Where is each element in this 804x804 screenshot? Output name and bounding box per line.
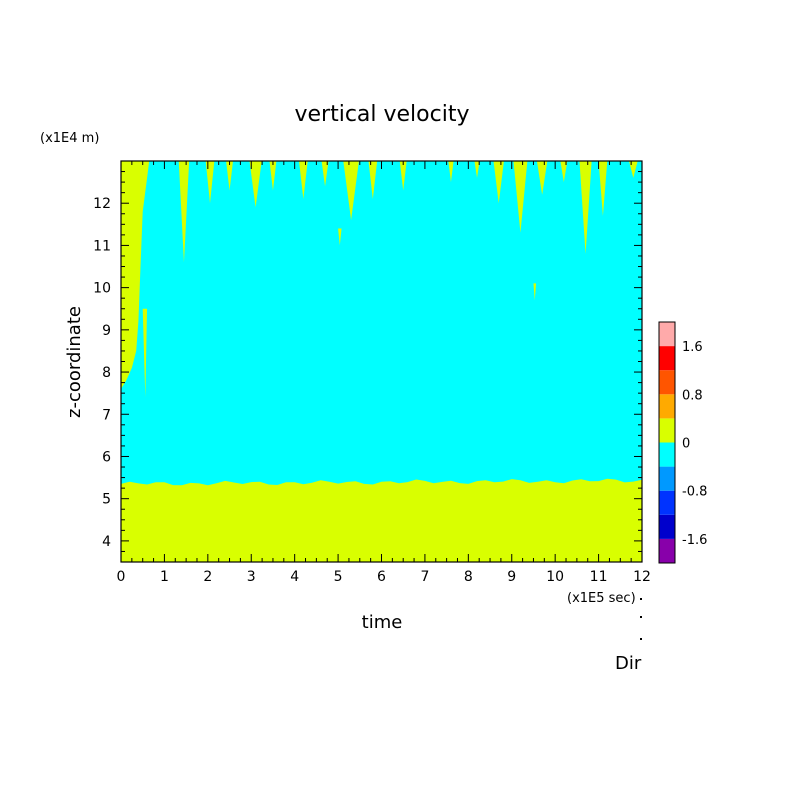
upper-positive-streak <box>321 161 329 187</box>
x-tick-label: 0 <box>117 569 126 585</box>
y-tick-label: 5 <box>102 492 111 508</box>
x-tick-label: 1 <box>160 569 169 585</box>
colorbar-tick-label: 1.6 <box>682 340 703 355</box>
early-positive-plume <box>121 161 150 389</box>
colorbar-segment <box>659 466 675 491</box>
x-tick-label: 6 <box>377 569 386 585</box>
y-tick-label: 8 <box>102 365 111 381</box>
upper-positive-streak <box>226 161 234 191</box>
y-tick-label: 9 <box>102 323 111 339</box>
upper-positive-streak <box>533 283 537 301</box>
colorbar-tick-label: -0.8 <box>682 485 707 500</box>
colorbar-frame <box>658 321 676 564</box>
y-axis-title: z-coordinate <box>64 306 85 418</box>
footer-marks <box>640 598 642 640</box>
colorbar-segment <box>659 394 675 419</box>
colorbar-segment <box>659 514 675 539</box>
footer-label: Dir <box>615 653 642 674</box>
upper-positive-streak <box>628 161 638 178</box>
x-tick-label: 5 <box>334 569 343 585</box>
footer-mark <box>640 616 642 618</box>
colorbar-segment <box>659 490 675 515</box>
chart-title: vertical velocity <box>294 102 469 127</box>
upper-positive-streak <box>205 161 215 204</box>
colorbar-segment <box>659 322 675 347</box>
upper-positive-streak <box>178 161 190 263</box>
y-tick-label: 12 <box>93 196 111 212</box>
x-tick-label: 2 <box>203 569 212 585</box>
early-positive-plume <box>142 308 148 398</box>
colorbar-segment <box>659 442 675 467</box>
x-tick-label: 9 <box>507 569 516 585</box>
x-tick-label: 7 <box>420 569 429 585</box>
upper-positive-streak <box>598 161 608 216</box>
y-axis: 4 5 6 7 8 9 10 11 12 <box>93 171 642 563</box>
colorbar-tick-label: -1.6 <box>682 533 707 548</box>
upper-positive-streak <box>368 161 378 199</box>
lower-positive-layer <box>121 478 642 562</box>
y-axis-unit: (x1E4 m) <box>40 131 99 146</box>
x-tick-label: 3 <box>247 569 256 585</box>
y-tick-label: 6 <box>102 449 111 465</box>
colorbar-segment <box>659 538 675 563</box>
colorbar-segment <box>659 346 675 371</box>
upper-positive-streak <box>513 161 528 233</box>
upper-positive-streak <box>249 161 262 208</box>
upper-positive-streak <box>474 161 480 178</box>
x-tick-label: 12 <box>633 569 651 585</box>
y-tick-label: 4 <box>102 534 111 550</box>
x-tick-label: 8 <box>464 569 473 585</box>
x-axis-unit: (x1E5 sec) <box>567 591 636 606</box>
colorbar-segment <box>659 418 675 443</box>
colorbar-tick-label: 0.8 <box>682 388 703 403</box>
x-tick-label: 10 <box>546 569 564 585</box>
upper-positive-streak <box>343 161 359 221</box>
upper-positive-streak <box>399 161 407 191</box>
y-tick-label: 11 <box>93 238 111 254</box>
colorbar-tick-label: 0 <box>682 437 690 452</box>
upper-positive-streak <box>536 161 548 195</box>
upper-positive-streak <box>579 161 592 254</box>
colorbar-segment <box>659 370 675 395</box>
upper-positive-streak <box>493 161 504 204</box>
x-tick-label: 11 <box>590 569 608 585</box>
upper-positive-streak <box>299 161 308 199</box>
upper-positive-streak <box>338 228 342 246</box>
y-tick-label: 10 <box>93 281 111 297</box>
x-axis: 0 1 2 3 4 5 6 7 8 9 10 11 12 <box>117 161 651 585</box>
footer-mark <box>640 638 642 640</box>
y-tick-label: 7 <box>102 407 111 423</box>
plot-area <box>120 160 643 563</box>
x-tick-label: 4 <box>290 569 299 585</box>
upper-positive-streak <box>560 161 568 183</box>
upper-positive-streak <box>448 161 454 183</box>
colorbar: -1.6 -0.8 0 0.8 1.6 <box>658 321 707 564</box>
x-axis-title: time <box>362 612 403 633</box>
footer-mark <box>640 598 642 600</box>
upper-positive-streak <box>269 161 277 191</box>
